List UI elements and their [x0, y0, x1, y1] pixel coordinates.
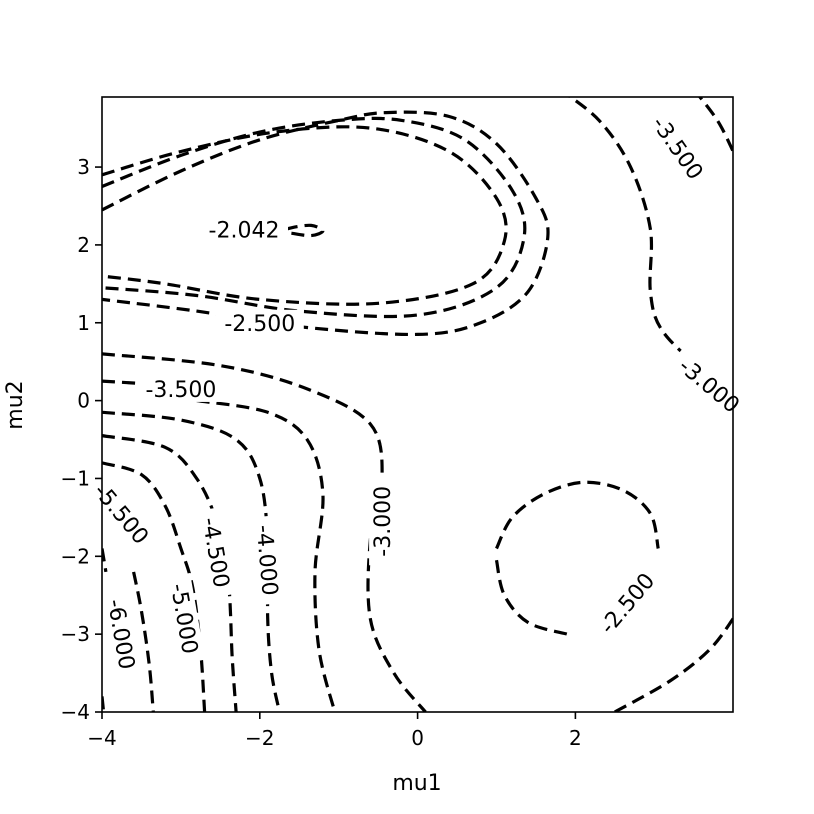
y-tick-label-1: −3: [61, 622, 90, 646]
contour-line-8: [697, 97, 733, 153]
x-axis-label: mu1: [392, 771, 441, 796]
contour-label-3: -3.500: [646, 112, 707, 184]
contour-label-1: -2.500: [224, 312, 295, 337]
contour-line-5: [494, 559, 568, 636]
contour-line-12: [102, 434, 238, 712]
contour-label-bg-11: [101, 588, 143, 680]
contour-label-10: -5.000: [165, 582, 202, 656]
y-tick-label-7: 3: [77, 155, 90, 179]
contour-label-11: -6.000: [102, 597, 139, 671]
contour-label-bg-5: [369, 477, 396, 566]
contour-label-bg-4: [667, 346, 752, 424]
contour-label-bg-0: [200, 216, 289, 243]
contour-label-bg-10: [164, 572, 206, 665]
contour-label-5: -3.000: [371, 486, 396, 557]
y-axis-ticks: −4 −3 −2 −1 0 1 2 3: [61, 155, 102, 724]
x-tick-label-0: −4: [87, 726, 116, 750]
x-tick-label-3: 2: [569, 726, 582, 750]
contour-line-3: [102, 110, 550, 337]
contour-label-2: -3.500: [145, 378, 216, 403]
y-tick-label-6: 2: [77, 233, 90, 257]
contour-line-18: [614, 617, 733, 712]
contour-line-4: [495, 480, 660, 550]
contour-label-8: -4.500: [196, 516, 233, 590]
y-tick-label-2: −2: [61, 544, 90, 568]
x-tick-label-2: 0: [411, 726, 424, 750]
contour-label-bg-2: [136, 375, 225, 402]
contour-label-bg-9: [250, 515, 285, 606]
y-tick-label-5: 1: [77, 311, 90, 335]
contour-line-9: [196, 399, 337, 712]
contour-label-6: -2.500: [595, 569, 660, 639]
contour-line-0: [278, 223, 325, 238]
contour-line-1: [102, 125, 508, 306]
y-tick-label-0: −4: [61, 700, 90, 724]
contour-line-6: [567, 97, 733, 395]
contour-label-bg-1: [215, 309, 304, 336]
x-tick-label-1: −2: [245, 726, 274, 750]
contour-line-10: [102, 379, 142, 386]
contour-label-0: -2.042: [209, 218, 280, 243]
y-axis-label: mu2: [3, 380, 28, 429]
contour-label-7: -5.500: [88, 479, 153, 549]
contour-line-15: [132, 571, 155, 712]
x-axis-ticks: −4 −2 0 2: [87, 712, 582, 750]
contour-labels: -2.042-2.500-3.500-3.500-3.000-3.000-2.5…: [83, 104, 752, 680]
contour-line-2: [102, 116, 527, 319]
contour-label-9: -4.000: [251, 524, 282, 597]
y-tick-label-4: 0: [77, 389, 90, 413]
y-tick-label-3: −1: [61, 466, 90, 490]
contour-label-bg-8: [195, 506, 237, 599]
contour-label-bg-6: [588, 560, 665, 646]
contour-line-7: [102, 352, 427, 712]
contour-label-bg-3: [642, 104, 714, 192]
